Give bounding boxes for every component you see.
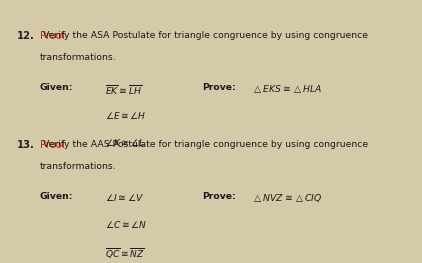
Text: Verify the AAS Postulate for triangle congruence by using congruence: Verify the AAS Postulate for triangle co…: [40, 140, 368, 149]
Text: Verify the ASA Postulate for triangle congruence by using congruence: Verify the ASA Postulate for triangle co…: [40, 31, 368, 40]
Text: $\angle E \cong \angle H$: $\angle E \cong \angle H$: [106, 110, 147, 121]
Text: 12.: 12.: [17, 31, 35, 41]
Text: Proof: Proof: [40, 31, 65, 41]
Text: $\overline{EK} \cong \overline{LH}$: $\overline{EK} \cong \overline{LH}$: [106, 83, 143, 97]
Text: $\overline{QC} \cong \overline{NZ}$: $\overline{QC} \cong \overline{NZ}$: [106, 246, 145, 261]
Text: Proof: Proof: [40, 140, 65, 150]
Text: transformations.: transformations.: [40, 53, 116, 62]
Text: $\angle C \cong \angle N$: $\angle C \cong \angle N$: [106, 219, 147, 230]
Text: Prove:: Prove:: [202, 83, 235, 92]
Text: Prove:: Prove:: [202, 192, 235, 201]
Text: Given:: Given:: [40, 83, 73, 92]
Text: 13.: 13.: [17, 140, 35, 150]
Text: Given:: Given:: [40, 192, 73, 201]
Text: $\triangle EKS \cong \triangle HLA$: $\triangle EKS \cong \triangle HLA$: [252, 83, 322, 95]
Text: $\angle K \cong \angle L$: $\angle K \cong \angle L$: [106, 138, 145, 148]
Text: transformations.: transformations.: [40, 162, 116, 171]
Text: $\triangle NVZ \cong \triangle CIQ$: $\triangle NVZ \cong \triangle CIQ$: [252, 192, 322, 204]
Text: $\angle I \cong \angle V$: $\angle I \cong \angle V$: [106, 192, 145, 203]
